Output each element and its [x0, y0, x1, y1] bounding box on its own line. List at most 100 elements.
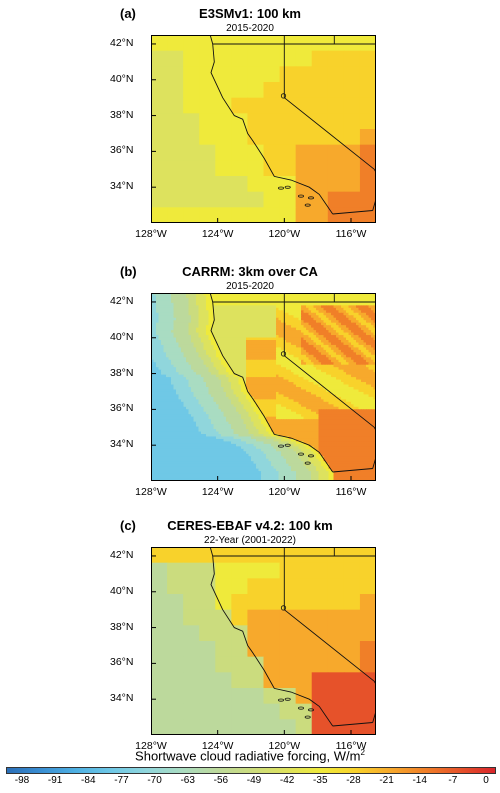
field-cell	[236, 401, 240, 405]
field-cell	[208, 406, 212, 410]
field-cell	[296, 374, 300, 378]
field-cell	[353, 396, 357, 400]
field-cell	[271, 382, 275, 386]
field-cell	[153, 307, 157, 311]
field-cell	[373, 372, 376, 376]
field-cell	[206, 337, 210, 341]
field-cell	[181, 394, 185, 398]
field-cell	[366, 310, 370, 314]
field-cell	[303, 409, 307, 413]
field-cell	[363, 416, 367, 420]
field-cell	[183, 342, 187, 346]
field-cell	[206, 372, 210, 376]
field-cell	[288, 317, 292, 321]
field-cell	[361, 315, 365, 319]
field-cell	[196, 312, 200, 316]
field-cell	[351, 305, 355, 309]
field-cell	[231, 340, 235, 344]
field-cell	[293, 332, 297, 336]
field-cell	[171, 357, 175, 361]
field-cell	[263, 144, 281, 161]
field-cell	[176, 421, 180, 425]
field-cell	[233, 362, 237, 366]
field-cell	[213, 387, 217, 391]
field-cell	[196, 320, 200, 324]
field-cell	[341, 369, 345, 373]
field-cell	[363, 414, 367, 418]
field-cell	[313, 295, 317, 299]
field-cell	[199, 129, 216, 146]
field-cell	[156, 295, 160, 299]
field-cell	[151, 160, 168, 177]
field-cell	[268, 305, 272, 309]
field-cell	[256, 295, 260, 299]
field-cell	[216, 409, 220, 413]
field-cell	[243, 411, 247, 415]
field-cell	[248, 302, 252, 306]
field-cell	[223, 327, 227, 331]
field-cell	[186, 359, 190, 363]
field-cell	[231, 297, 235, 302]
field-cell	[327, 97, 345, 114]
field-cell	[158, 411, 162, 415]
field-cell	[233, 349, 237, 353]
field-cell	[236, 315, 240, 319]
field-cell	[363, 295, 367, 299]
field-cell	[206, 322, 210, 326]
field-cell	[213, 372, 217, 376]
field-cell	[241, 389, 245, 393]
field-cell	[161, 364, 165, 368]
field-cell	[356, 404, 360, 408]
field-cell	[298, 322, 302, 326]
field-cell	[368, 327, 372, 331]
field-cell	[271, 374, 275, 378]
field-cell	[361, 359, 365, 363]
field-cell	[256, 409, 260, 413]
field-cell	[353, 414, 357, 418]
field-cell	[206, 367, 210, 371]
field-cell	[176, 312, 180, 316]
field-cell	[258, 419, 262, 423]
field-cell	[336, 312, 340, 316]
field-cell	[188, 372, 192, 376]
field-cell	[201, 354, 205, 358]
field-cell	[363, 411, 367, 415]
field-cell	[243, 315, 247, 319]
field-cell	[158, 387, 162, 391]
field-cell	[371, 384, 375, 388]
field-cell	[361, 322, 365, 326]
field-cell	[373, 394, 376, 398]
field-cell	[278, 389, 282, 393]
field-cell	[178, 340, 182, 344]
field-cell	[233, 364, 237, 368]
field-cell	[238, 347, 242, 351]
field-cell	[153, 401, 157, 405]
field-cell	[211, 293, 215, 297]
field-cell	[318, 340, 322, 344]
field-cell	[171, 302, 175, 306]
field-cell	[158, 374, 162, 378]
field-cell	[206, 352, 210, 356]
field-cell	[361, 362, 365, 366]
field-cell	[336, 337, 340, 341]
field-cell	[211, 305, 215, 309]
field-cell	[228, 374, 232, 378]
field-cell	[361, 327, 365, 331]
field-cell	[343, 347, 347, 351]
field-cell	[356, 297, 360, 302]
field-cell	[328, 399, 332, 403]
field-cell	[216, 320, 220, 324]
field-cell	[153, 362, 157, 366]
field-cell	[286, 302, 290, 306]
field-cell	[368, 349, 372, 353]
field-cell	[186, 344, 190, 349]
field-cell	[188, 359, 192, 363]
field-cell	[166, 347, 170, 351]
field-cell	[361, 421, 365, 425]
field-cell	[258, 401, 262, 405]
field-cell	[158, 357, 162, 361]
field-cell	[223, 389, 227, 393]
field-cell	[233, 293, 237, 297]
field-cell	[161, 377, 165, 381]
field-cell	[293, 384, 297, 388]
